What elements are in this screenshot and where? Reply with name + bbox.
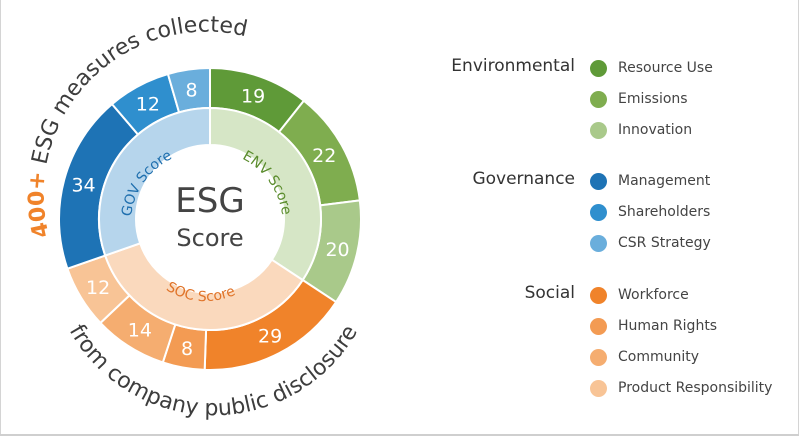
legend-item-human-rights: Human Rights <box>590 315 717 337</box>
value-label-product-responsibility: 12 <box>86 277 110 299</box>
legend-item-label: Emissions <box>618 91 688 107</box>
legend-item-resource-use: Resource Use <box>590 57 713 79</box>
legend-item-label: Product Responsibility <box>618 380 773 396</box>
value-label-shareholders: 12 <box>136 94 160 116</box>
legend-category-governance: Governance <box>472 169 575 189</box>
legend-item-label: Management <box>618 173 711 189</box>
legend-item-label: Human Rights <box>618 318 718 334</box>
legend-category-environmental: Environmental <box>451 56 575 76</box>
legend-item-label: Workforce <box>618 287 689 303</box>
value-label-workforce: 29 <box>258 325 282 347</box>
legend-item-product-responsibility: Product Responsibility <box>590 377 772 399</box>
legend-item-community: Community <box>590 346 699 368</box>
legend-swatch <box>590 121 607 139</box>
legend-swatch <box>590 172 607 190</box>
value-label-management: 34 <box>71 175 95 197</box>
legend-swatch <box>590 203 607 221</box>
legend-item-label: Innovation <box>618 122 693 138</box>
legend-swatch <box>590 348 607 366</box>
legend-swatch <box>590 59 607 77</box>
legend-item-label: Community <box>618 349 700 365</box>
value-label-innovation: 20 <box>325 239 349 261</box>
value-label-resource-use: 19 <box>241 85 265 107</box>
bottom-divider <box>0 434 799 436</box>
center-label-score: Score <box>176 224 243 252</box>
legend-item-workforce: Workforce <box>590 284 689 306</box>
legend-item-innovation: Innovation <box>590 119 692 141</box>
legend-item-emissions: Emissions <box>590 88 688 110</box>
value-label-community: 14 <box>128 320 152 342</box>
legend-item-label: Shareholders <box>618 204 711 220</box>
legend-item-shareholders: Shareholders <box>590 201 710 223</box>
legend-item-label: CSR Strategy <box>618 235 711 251</box>
title-highlight: 400+ <box>24 171 54 240</box>
value-label-csr-strategy: 8 <box>186 79 198 101</box>
legend-swatch <box>590 90 607 108</box>
legend-item-label: Resource Use <box>618 60 713 76</box>
legend: Environmental Resource Use Emissions Innova… <box>400 0 799 436</box>
value-label-emissions: 22 <box>312 145 336 167</box>
center-label-esg: ESG <box>175 181 244 221</box>
legend-swatch <box>590 317 607 335</box>
center-disc <box>136 145 284 293</box>
legend-item-management: Management <box>590 170 710 192</box>
legend-category-social: Social <box>524 283 575 303</box>
legend-swatch <box>590 379 607 397</box>
legend-swatch <box>590 286 607 304</box>
legend-swatch <box>590 234 607 252</box>
value-label-human-rights: 8 <box>181 338 193 360</box>
legend-item-csr-strategy: CSR Strategy <box>590 232 711 254</box>
value-labels: 19 22 20 29 8 14 12 34 12 8 <box>71 79 349 360</box>
